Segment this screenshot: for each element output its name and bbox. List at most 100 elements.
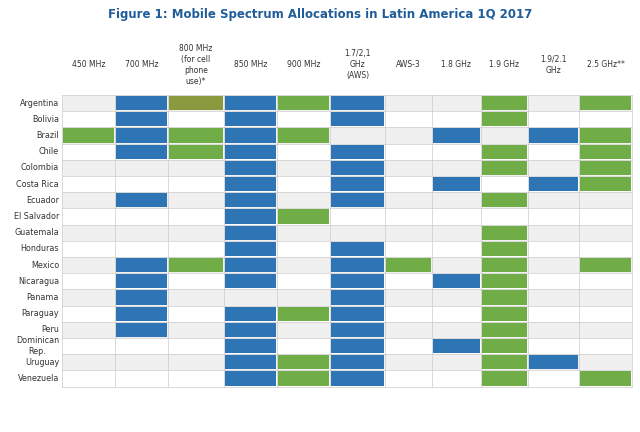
Bar [482,274,527,289]
Text: 850 MHz: 850 MHz [234,60,267,70]
Bar [63,128,114,143]
Bar [482,290,527,305]
Text: Honduras: Honduras [20,245,59,254]
Bar [331,242,385,256]
Bar [482,323,527,337]
Bar [580,128,631,143]
Text: Colombia: Colombia [20,163,59,172]
Text: Peru: Peru [41,325,59,334]
Bar [331,177,385,191]
Bar [62,127,632,143]
Text: Guatemala: Guatemala [14,228,59,237]
Bar [482,307,527,321]
Bar [278,210,329,224]
Bar [62,370,632,387]
Bar [62,95,632,111]
Bar [482,258,527,272]
Bar [62,289,632,305]
Text: 2.5 GHz**: 2.5 GHz** [586,60,625,70]
Bar [225,145,276,159]
Bar [278,128,329,143]
Bar [62,257,632,273]
Text: 1.7/2,1
GHz
(AWS): 1.7/2,1 GHz (AWS) [344,49,371,80]
Bar [116,307,167,321]
Bar [225,307,276,321]
Bar [62,176,632,192]
Bar [62,305,632,322]
Bar [529,177,578,191]
Bar [278,355,329,369]
Text: 1.8 GHz: 1.8 GHz [442,60,472,70]
Bar [331,372,385,386]
Text: Venezuela: Venezuela [18,374,59,383]
Bar [580,258,631,272]
Bar [331,274,385,289]
Text: 450 MHz: 450 MHz [72,60,105,70]
Bar [169,258,223,272]
Bar [169,96,223,110]
Bar [580,96,631,110]
Bar [529,128,578,143]
Bar [225,355,276,369]
Bar [225,210,276,224]
Text: Uruguay: Uruguay [25,358,59,367]
Bar [482,96,527,110]
Text: Panama: Panama [27,293,59,302]
Text: 1.9 GHz: 1.9 GHz [489,60,519,70]
Text: Nicaragua: Nicaragua [18,277,59,286]
Bar [482,372,527,386]
Bar [433,177,480,191]
Bar [62,143,632,160]
Bar [62,208,632,225]
Bar [62,111,632,127]
Bar [169,128,223,143]
Bar [225,177,276,191]
Bar [331,307,385,321]
Bar [331,145,385,159]
Bar [225,96,276,110]
Bar [62,225,632,241]
Bar [331,96,385,110]
Bar [225,112,276,127]
Bar [482,242,527,256]
Bar [62,160,632,176]
Bar [331,193,385,207]
Bar [331,161,385,175]
Text: Costa Rica: Costa Rica [17,180,59,189]
Bar [62,354,632,370]
Bar [116,290,167,305]
Bar [62,338,632,354]
Bar [331,339,385,353]
Bar [482,193,527,207]
Text: Dominican
Rep.: Dominican Rep. [16,337,59,356]
Bar [331,258,385,272]
Bar [225,323,276,337]
Text: Brazil: Brazil [36,131,59,140]
Bar [331,290,385,305]
Bar [482,161,527,175]
Text: 900 MHz: 900 MHz [287,60,320,70]
Bar [580,372,631,386]
Bar [278,372,329,386]
Bar [116,112,167,127]
Bar [387,258,431,272]
Bar [331,355,385,369]
Bar [116,96,167,110]
Bar [62,322,632,338]
Text: Paraguay: Paraguay [21,309,59,318]
Bar [225,339,276,353]
Bar [482,145,527,159]
Text: Figure 1: Mobile Spectrum Allocations in Latin America 1Q 2017: Figure 1: Mobile Spectrum Allocations in… [108,8,532,21]
Text: Ecuador: Ecuador [26,196,59,205]
Bar [62,241,632,257]
Bar [331,112,385,127]
Text: 1.9/2.1
GHz: 1.9/2.1 GHz [540,55,566,75]
Text: El Salvador: El Salvador [13,212,59,221]
Text: 700 MHz: 700 MHz [125,60,158,70]
Bar [225,242,276,256]
Bar [116,274,167,289]
Bar [278,307,329,321]
Bar [62,192,632,208]
Bar [225,372,276,386]
Text: Bolivia: Bolivia [32,115,59,124]
